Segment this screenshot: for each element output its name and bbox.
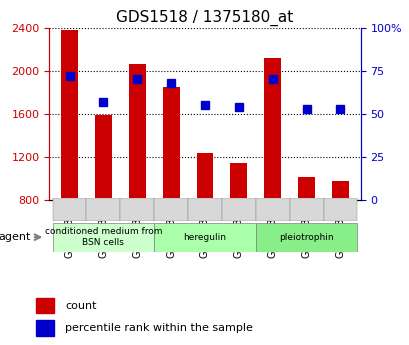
FancyBboxPatch shape [221,198,255,221]
Bar [230,164,247,200]
Bar [331,181,348,200]
FancyBboxPatch shape [120,198,154,221]
Title: GDS1518 / 1375180_at: GDS1518 / 1375180_at [116,10,293,26]
Text: conditioned medium from
BSN cells: conditioned medium from BSN cells [45,227,162,247]
FancyBboxPatch shape [255,223,357,252]
Bar [196,152,213,200]
Text: count: count [65,301,97,311]
Bar [36,298,54,313]
Bar [61,30,78,200]
FancyBboxPatch shape [188,198,221,221]
Text: pleiotrophin: pleiotrophin [279,233,333,242]
Bar [297,177,314,200]
Bar [264,58,281,200]
FancyBboxPatch shape [52,198,86,221]
Bar [128,64,145,200]
Text: agent: agent [0,232,31,242]
FancyBboxPatch shape [52,223,154,252]
FancyBboxPatch shape [323,198,357,221]
Text: heregulin: heregulin [183,233,226,242]
FancyBboxPatch shape [154,198,188,221]
Bar [95,115,112,200]
Text: percentile rank within the sample: percentile rank within the sample [65,323,252,333]
FancyBboxPatch shape [154,223,255,252]
FancyBboxPatch shape [86,198,120,221]
Bar [162,87,179,200]
FancyBboxPatch shape [289,198,323,221]
Bar [36,320,54,336]
FancyBboxPatch shape [255,198,289,221]
